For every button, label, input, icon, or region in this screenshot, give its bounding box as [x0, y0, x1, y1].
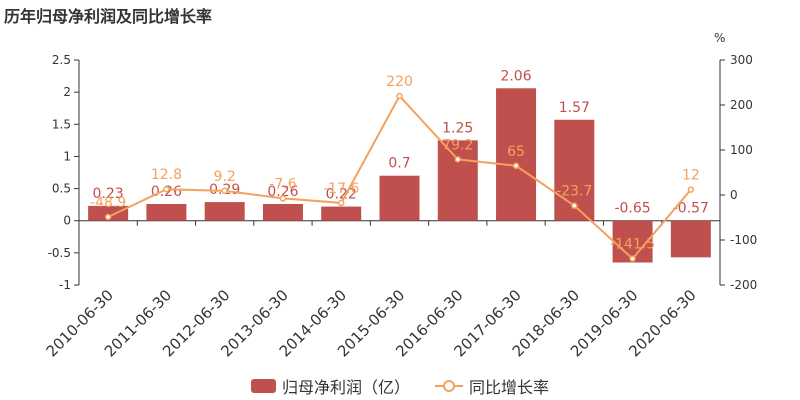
legend-line-label: 同比增长率: [469, 378, 550, 397]
line-point: [279, 195, 287, 202]
bar: [204, 202, 245, 221]
y-left-tick-label: -0.5: [48, 246, 71, 260]
right-axis-unit: %: [714, 31, 726, 45]
legend-line-swatch: [435, 379, 464, 393]
y-right-tick-label: 0: [730, 188, 738, 202]
line-data-label: -23.7: [556, 184, 592, 200]
line-data-label: -141.5: [610, 237, 655, 253]
line-data-label: 9.2: [214, 169, 236, 185]
bar: [379, 175, 420, 221]
line-data-label: 220: [386, 74, 413, 90]
line-data-label: -17.6: [323, 181, 359, 197]
line-data-label: -7.6: [269, 176, 296, 192]
bar: [437, 140, 478, 221]
bar-data-label: 0.26: [267, 184, 298, 200]
y-right-tick-label: 300: [730, 53, 753, 67]
bar: [321, 206, 362, 221]
y-left-tick-label: 1: [63, 149, 71, 163]
y-right-tick-label: 200: [730, 98, 753, 112]
bar: [88, 205, 129, 221]
bar-data-label: 0.23: [93, 186, 124, 202]
line-data-label: 12.8: [151, 167, 182, 183]
bar-data-label: 1.25: [442, 120, 473, 136]
line-point: [512, 162, 520, 169]
legend-bar-swatch: [250, 379, 276, 393]
y-right-tick-label: -100: [730, 233, 757, 247]
bar-data-label: 0.7: [388, 156, 410, 172]
y-left-tick-label: -1: [59, 278, 71, 292]
line-point: [396, 92, 403, 100]
y-left-tick-label: 0: [63, 214, 71, 228]
line-data-label: 65: [507, 144, 525, 160]
y-left-tick-label: 2.5: [52, 53, 71, 67]
line-point: [629, 255, 636, 262]
bar-data-label: -0.57: [673, 201, 709, 217]
line-point: [687, 186, 695, 193]
y-right-tick-label: 100: [730, 143, 753, 157]
y-left-tick-label: 1.5: [52, 117, 71, 131]
bar: [670, 220, 711, 258]
line-point: [571, 202, 578, 209]
y-left-tick-label: 2: [63, 85, 71, 99]
y-left-tick-label: 0.5: [52, 182, 71, 196]
line-point: [104, 213, 112, 221]
bar: [262, 204, 303, 221]
line-point: [454, 156, 462, 163]
line-data-label: 12: [682, 168, 700, 184]
bar-data-label: 2.06: [500, 68, 531, 84]
bar: [496, 88, 537, 221]
legend-bar-label: 归母净利润（亿）: [281, 378, 410, 397]
line-data-label: 79.2: [442, 137, 473, 153]
bar-data-label: 1.57: [559, 100, 590, 116]
line-data-label: -48.9: [90, 195, 126, 211]
y-right-tick-label: -200: [730, 278, 757, 292]
bar: [146, 204, 187, 221]
chart-title: 历年归母净利润及同比增长率: [4, 7, 213, 26]
line-point: [163, 185, 170, 193]
bar-data-label: -0.65: [614, 201, 650, 217]
legend-item-line[interactable]: 同比增长率: [435, 374, 549, 398]
legend-item-bar[interactable]: 归母净利润（亿）: [250, 374, 410, 398]
line-point: [221, 187, 228, 195]
legend: 归母净利润（亿） 同比增长率: [0, 374, 800, 398]
line-point: [337, 199, 345, 207]
